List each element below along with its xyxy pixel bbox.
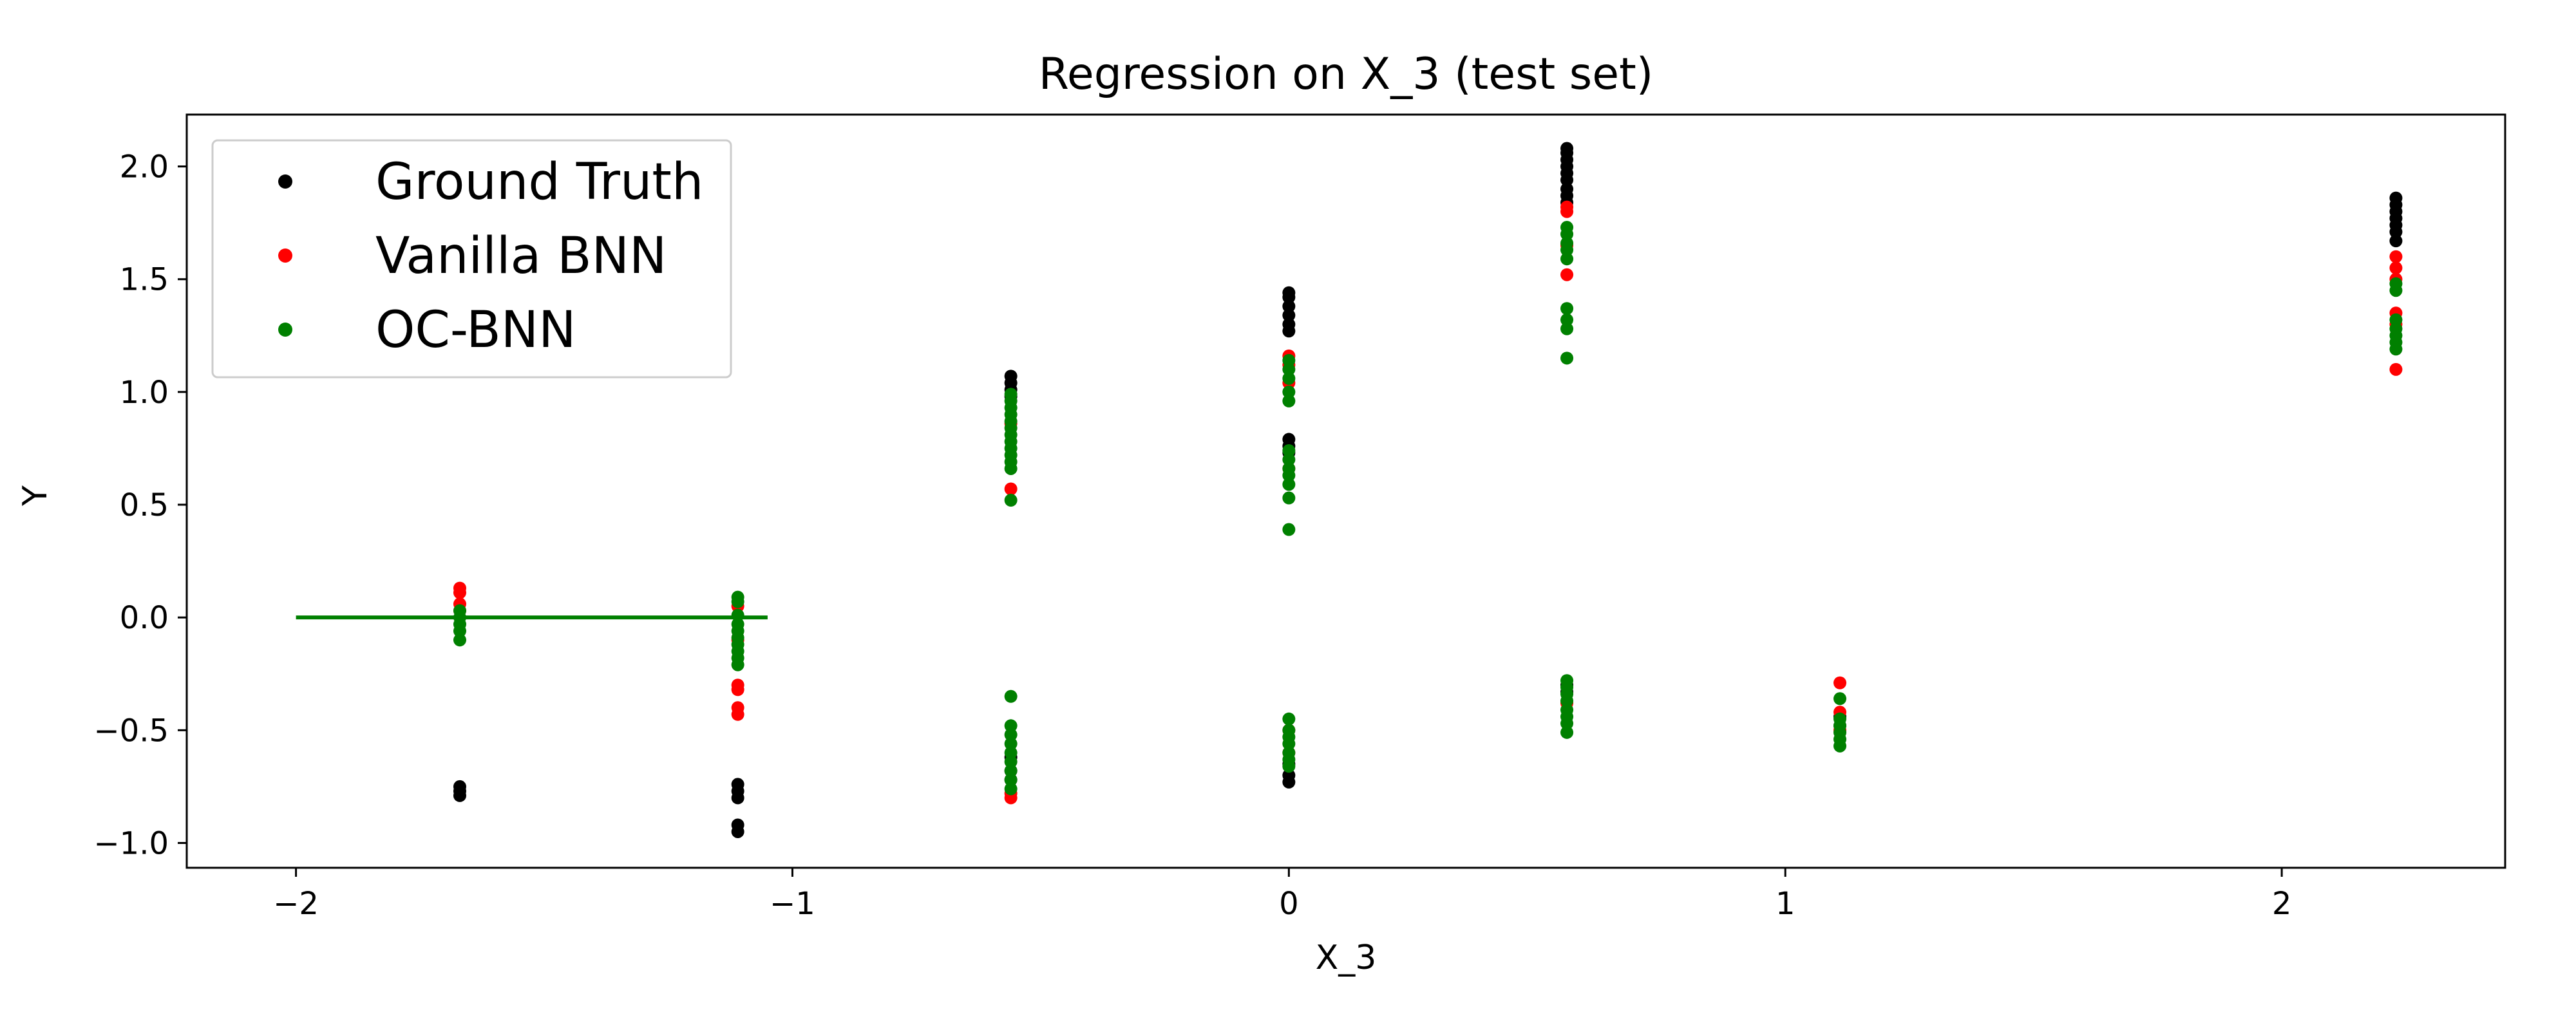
legend-label: Ground Truth bbox=[375, 153, 703, 211]
y-tick-label: 0.0 bbox=[120, 600, 169, 636]
data-point bbox=[731, 595, 744, 608]
data-point bbox=[1004, 719, 1018, 733]
plot-area bbox=[296, 142, 2403, 838]
data-point bbox=[1560, 268, 1574, 281]
data-point bbox=[1004, 462, 1018, 475]
legend-label: Vanilla BNN bbox=[375, 227, 667, 285]
data-point bbox=[731, 658, 744, 671]
x-tick-label: 0 bbox=[1279, 886, 1299, 922]
data-point bbox=[731, 707, 744, 721]
data-point bbox=[1004, 755, 1018, 769]
data-point bbox=[1004, 728, 1018, 742]
data-point bbox=[1560, 227, 1574, 241]
data-point bbox=[1282, 290, 1296, 304]
data-point bbox=[1833, 692, 1847, 706]
data-point bbox=[1282, 362, 1296, 376]
legend-marker bbox=[278, 323, 292, 337]
legend-marker bbox=[278, 174, 292, 189]
data-point bbox=[731, 825, 744, 838]
data-point bbox=[1560, 173, 1574, 187]
y-tick-label: 2.0 bbox=[120, 149, 169, 185]
axes: −2 −1 0 1 2 −1.0 −0.5 0.0 0.5 1.0 1.5 2.0 bbox=[93, 113, 2506, 922]
axes-frame bbox=[185, 113, 2506, 869]
data-point bbox=[1004, 791, 1018, 805]
data-point bbox=[1560, 726, 1574, 739]
data-point bbox=[1560, 351, 1574, 365]
data-point bbox=[2389, 261, 2403, 275]
series-0 bbox=[453, 142, 2403, 838]
data-point bbox=[1282, 737, 1296, 751]
chart-title: Regression on X_3 (test set) bbox=[1039, 49, 1654, 100]
data-point bbox=[1560, 322, 1574, 335]
data-point bbox=[1004, 773, 1018, 787]
data-point bbox=[1282, 469, 1296, 482]
y-tick-label: 1.0 bbox=[120, 375, 169, 411]
data-point bbox=[1833, 739, 1847, 753]
data-point bbox=[1560, 694, 1574, 707]
data-point bbox=[1560, 252, 1574, 266]
data-point bbox=[1004, 764, 1018, 778]
data-point bbox=[453, 633, 466, 647]
x-axis-label: X_3 bbox=[1316, 939, 1377, 977]
data-point bbox=[1282, 324, 1296, 338]
data-point bbox=[1004, 689, 1018, 703]
data-point bbox=[1282, 453, 1296, 466]
series-2 bbox=[453, 221, 2403, 796]
data-point bbox=[1560, 243, 1574, 257]
data-point bbox=[2389, 342, 2403, 356]
data-point bbox=[1004, 494, 1018, 507]
data-point bbox=[1833, 676, 1847, 689]
data-point bbox=[1282, 385, 1296, 398]
y-tick-label: 1.5 bbox=[120, 262, 169, 298]
data-point bbox=[1282, 444, 1296, 457]
x-tick-label: −1 bbox=[770, 886, 815, 922]
data-point bbox=[2389, 313, 2403, 326]
data-point bbox=[731, 791, 744, 805]
data-point bbox=[1282, 712, 1296, 726]
y-tick-label: 0.5 bbox=[120, 487, 169, 523]
data-point bbox=[2389, 234, 2403, 248]
data-point bbox=[1004, 746, 1018, 760]
series-1 bbox=[453, 200, 2403, 805]
data-point bbox=[1004, 737, 1018, 751]
data-point bbox=[1282, 394, 1296, 407]
data-point bbox=[731, 683, 744, 697]
data-point bbox=[2389, 250, 2403, 263]
data-point bbox=[1282, 523, 1296, 536]
data-point bbox=[453, 789, 466, 802]
data-point bbox=[1560, 716, 1574, 730]
data-point bbox=[453, 586, 466, 599]
data-point bbox=[1282, 478, 1296, 491]
y-tick-label: −0.5 bbox=[93, 713, 169, 749]
legend-label: OC-BNN bbox=[375, 301, 576, 359]
data-point bbox=[1282, 353, 1296, 367]
x-tick-label: −2 bbox=[273, 886, 319, 922]
y-axis-label: Y bbox=[16, 485, 55, 507]
data-point bbox=[1560, 205, 1574, 218]
data-point bbox=[1282, 760, 1296, 773]
y-tick-label: −1.0 bbox=[93, 825, 169, 861]
data-point bbox=[1004, 482, 1018, 496]
x-tick-label: 2 bbox=[2272, 886, 2292, 922]
data-point bbox=[1560, 302, 1574, 315]
data-point bbox=[453, 624, 466, 638]
data-point bbox=[1282, 299, 1296, 313]
legend: Ground Truth Vanilla BNN OC-BNN bbox=[211, 139, 732, 379]
data-point bbox=[1282, 371, 1296, 385]
x-tick-label: 1 bbox=[1776, 886, 1795, 922]
legend-marker bbox=[278, 248, 292, 263]
data-point bbox=[2389, 225, 2403, 239]
data-point bbox=[1560, 313, 1574, 326]
data-point bbox=[1282, 491, 1296, 505]
data-point bbox=[1004, 782, 1018, 796]
data-point bbox=[2389, 362, 2403, 376]
legend-box bbox=[211, 139, 732, 379]
data-point bbox=[1282, 775, 1296, 789]
data-point bbox=[1282, 308, 1296, 322]
data-point bbox=[2389, 284, 2403, 297]
